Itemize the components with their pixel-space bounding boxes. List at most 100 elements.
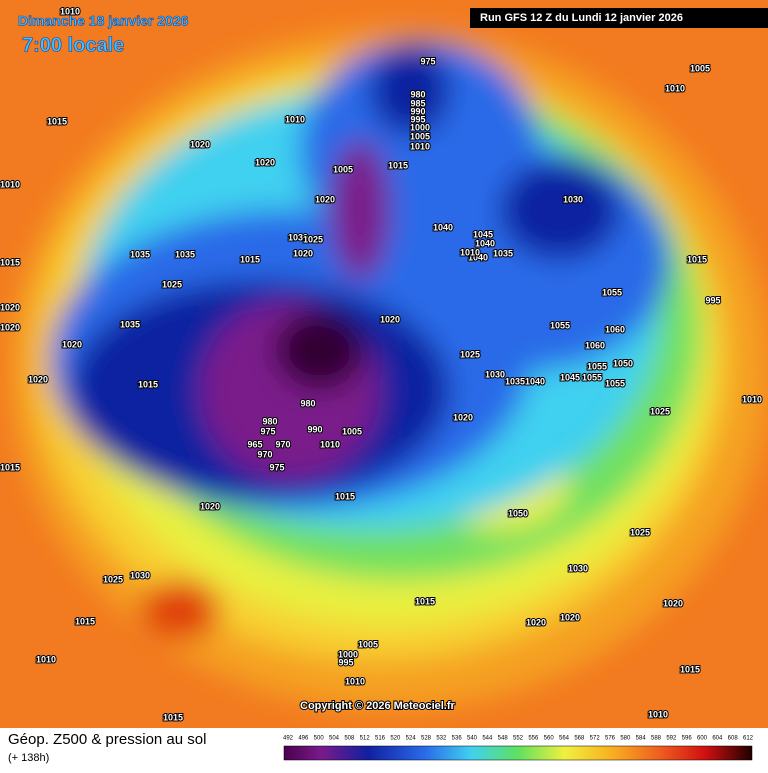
pressure-label: 1025: [460, 349, 480, 359]
pressure-label: 1020: [663, 598, 683, 608]
legend-tick-label: 556: [528, 736, 539, 742]
legend-tick-label: 504: [329, 736, 340, 742]
pressure-label: 1030: [485, 369, 505, 379]
pressure-label: 1040: [525, 376, 545, 386]
pressure-label: 1015: [240, 254, 260, 264]
pressure-label: 1020: [0, 302, 20, 312]
pressure-label: 1020: [200, 501, 220, 511]
pressure-label: 1040: [475, 238, 495, 248]
pressure-label: 1015: [680, 664, 700, 674]
pressure-label: 1015: [0, 257, 20, 267]
pressure-label: 1010: [60, 6, 80, 16]
pressure-label: 1005: [410, 131, 430, 141]
pressure-label: 1020: [0, 322, 20, 332]
pressure-label: 1020: [28, 374, 48, 384]
pressure-labels: 9759809859909951000100510101015101010201…: [0, 5, 763, 723]
pressure-label: 1015: [687, 254, 707, 264]
legend-tick-label: 552: [513, 736, 524, 742]
legend-tick-label: 580: [620, 736, 631, 742]
pressure-label: 970: [257, 449, 272, 459]
pressure-label: 1050: [613, 358, 633, 368]
pressure-label: 1015: [163, 712, 183, 722]
pressure-label: 975: [269, 462, 284, 472]
legend-tick-label: 540: [467, 736, 478, 742]
pressure-label: 1025: [630, 527, 650, 537]
copyright: Copyright © 2026 Meteociel.fr: [300, 700, 456, 712]
pressure-label: 980: [300, 398, 315, 408]
pressure-label: 1010: [345, 676, 365, 686]
pressure-label: 1020: [526, 617, 546, 627]
pressure-label: 1000: [410, 122, 430, 132]
color-bar: [283, 745, 753, 761]
pressure-label: 1005: [358, 639, 378, 649]
legend-tick-label: 588: [651, 736, 662, 742]
legend-tick-label: 516: [375, 736, 386, 742]
legend-tick-label: 544: [482, 736, 493, 742]
pressure-label: 1000: [338, 649, 358, 659]
pressure-label: 1010: [460, 247, 480, 257]
pressure-label: 1025: [103, 574, 123, 584]
pressure-label: 1005: [342, 426, 362, 436]
pressure-label: 1005: [690, 63, 710, 73]
legend-tick-label: 592: [666, 736, 677, 742]
pressure-label: 995: [410, 114, 425, 124]
legend-tick-label: 508: [344, 736, 355, 742]
legend-tick-label: 568: [574, 736, 585, 742]
pressure-label: 1050: [508, 508, 528, 518]
pressure-label: 1020: [255, 157, 275, 167]
pressure-label: 1030: [130, 570, 150, 580]
legend-tick-label: 600: [697, 736, 708, 742]
footer-title: Géop. Z500 & pression au sol: [8, 731, 206, 748]
footer-lead: (+ 138h): [8, 752, 49, 764]
pressure-label: 1040: [468, 252, 488, 262]
pressure-label: 1020: [380, 314, 400, 324]
legend-tick-label: 528: [421, 736, 432, 742]
pressure-label: 1020: [62, 339, 82, 349]
time-label: 7:00 locale: [22, 34, 124, 56]
pressure-label: 1010: [285, 114, 305, 124]
pressure-label: 1015: [47, 116, 67, 126]
pressure-label: 975: [260, 426, 275, 436]
pressure-label: 1035: [493, 248, 513, 258]
pressure-label: 1060: [605, 324, 625, 334]
legend-tick-label: 572: [590, 736, 601, 742]
pressure-label: 1010: [665, 83, 685, 93]
pressure-label: 1020: [315, 194, 335, 204]
pressure-label: 1035: [120, 319, 140, 329]
pressure-label: 1025: [162, 279, 182, 289]
pressure-label: 980: [262, 416, 277, 426]
field: [0, 0, 768, 728]
pressure-label: 970: [275, 439, 290, 449]
legend-tick-label: 520: [390, 736, 401, 742]
pressure-label: 1055: [602, 287, 622, 297]
pressure-label: 1015: [75, 616, 95, 626]
pressure-label: 1030: [288, 232, 308, 242]
pressure-label: 1045: [560, 372, 580, 382]
pressure-label: 1055: [587, 361, 607, 371]
legend-tick-label: 604: [712, 736, 723, 742]
pressure-label: 1020: [453, 412, 473, 422]
legend-tick-label: 560: [544, 736, 555, 742]
pressure-label: 1035: [505, 376, 525, 386]
legend-tick-label: 496: [298, 736, 309, 742]
pressure-label: 1015: [415, 596, 435, 606]
pressure-label: 1015: [0, 462, 20, 472]
pressure-label: 1010: [36, 654, 56, 664]
pressure-label: 1025: [303, 234, 323, 244]
pressure-label: 1055: [582, 372, 602, 382]
pressure-label: 1060: [585, 340, 605, 350]
pressure-label: 995: [705, 295, 720, 305]
pressure-label: 990: [307, 424, 322, 434]
legend-tick-label: 512: [360, 736, 371, 742]
date-label: Dimanche 18 janvier 2026: [18, 13, 189, 29]
pressure-label: 1035: [130, 249, 150, 259]
pressure-label: 1025: [650, 406, 670, 416]
pressure-label: 1020: [560, 612, 580, 622]
pressure-label: 1010: [648, 709, 668, 719]
pressure-label: 1030: [563, 194, 583, 204]
run-box: [470, 8, 768, 28]
pressure-label: 985: [410, 98, 425, 108]
pressure-label: 965: [247, 439, 262, 449]
legend-tick-label: 492: [283, 736, 294, 742]
